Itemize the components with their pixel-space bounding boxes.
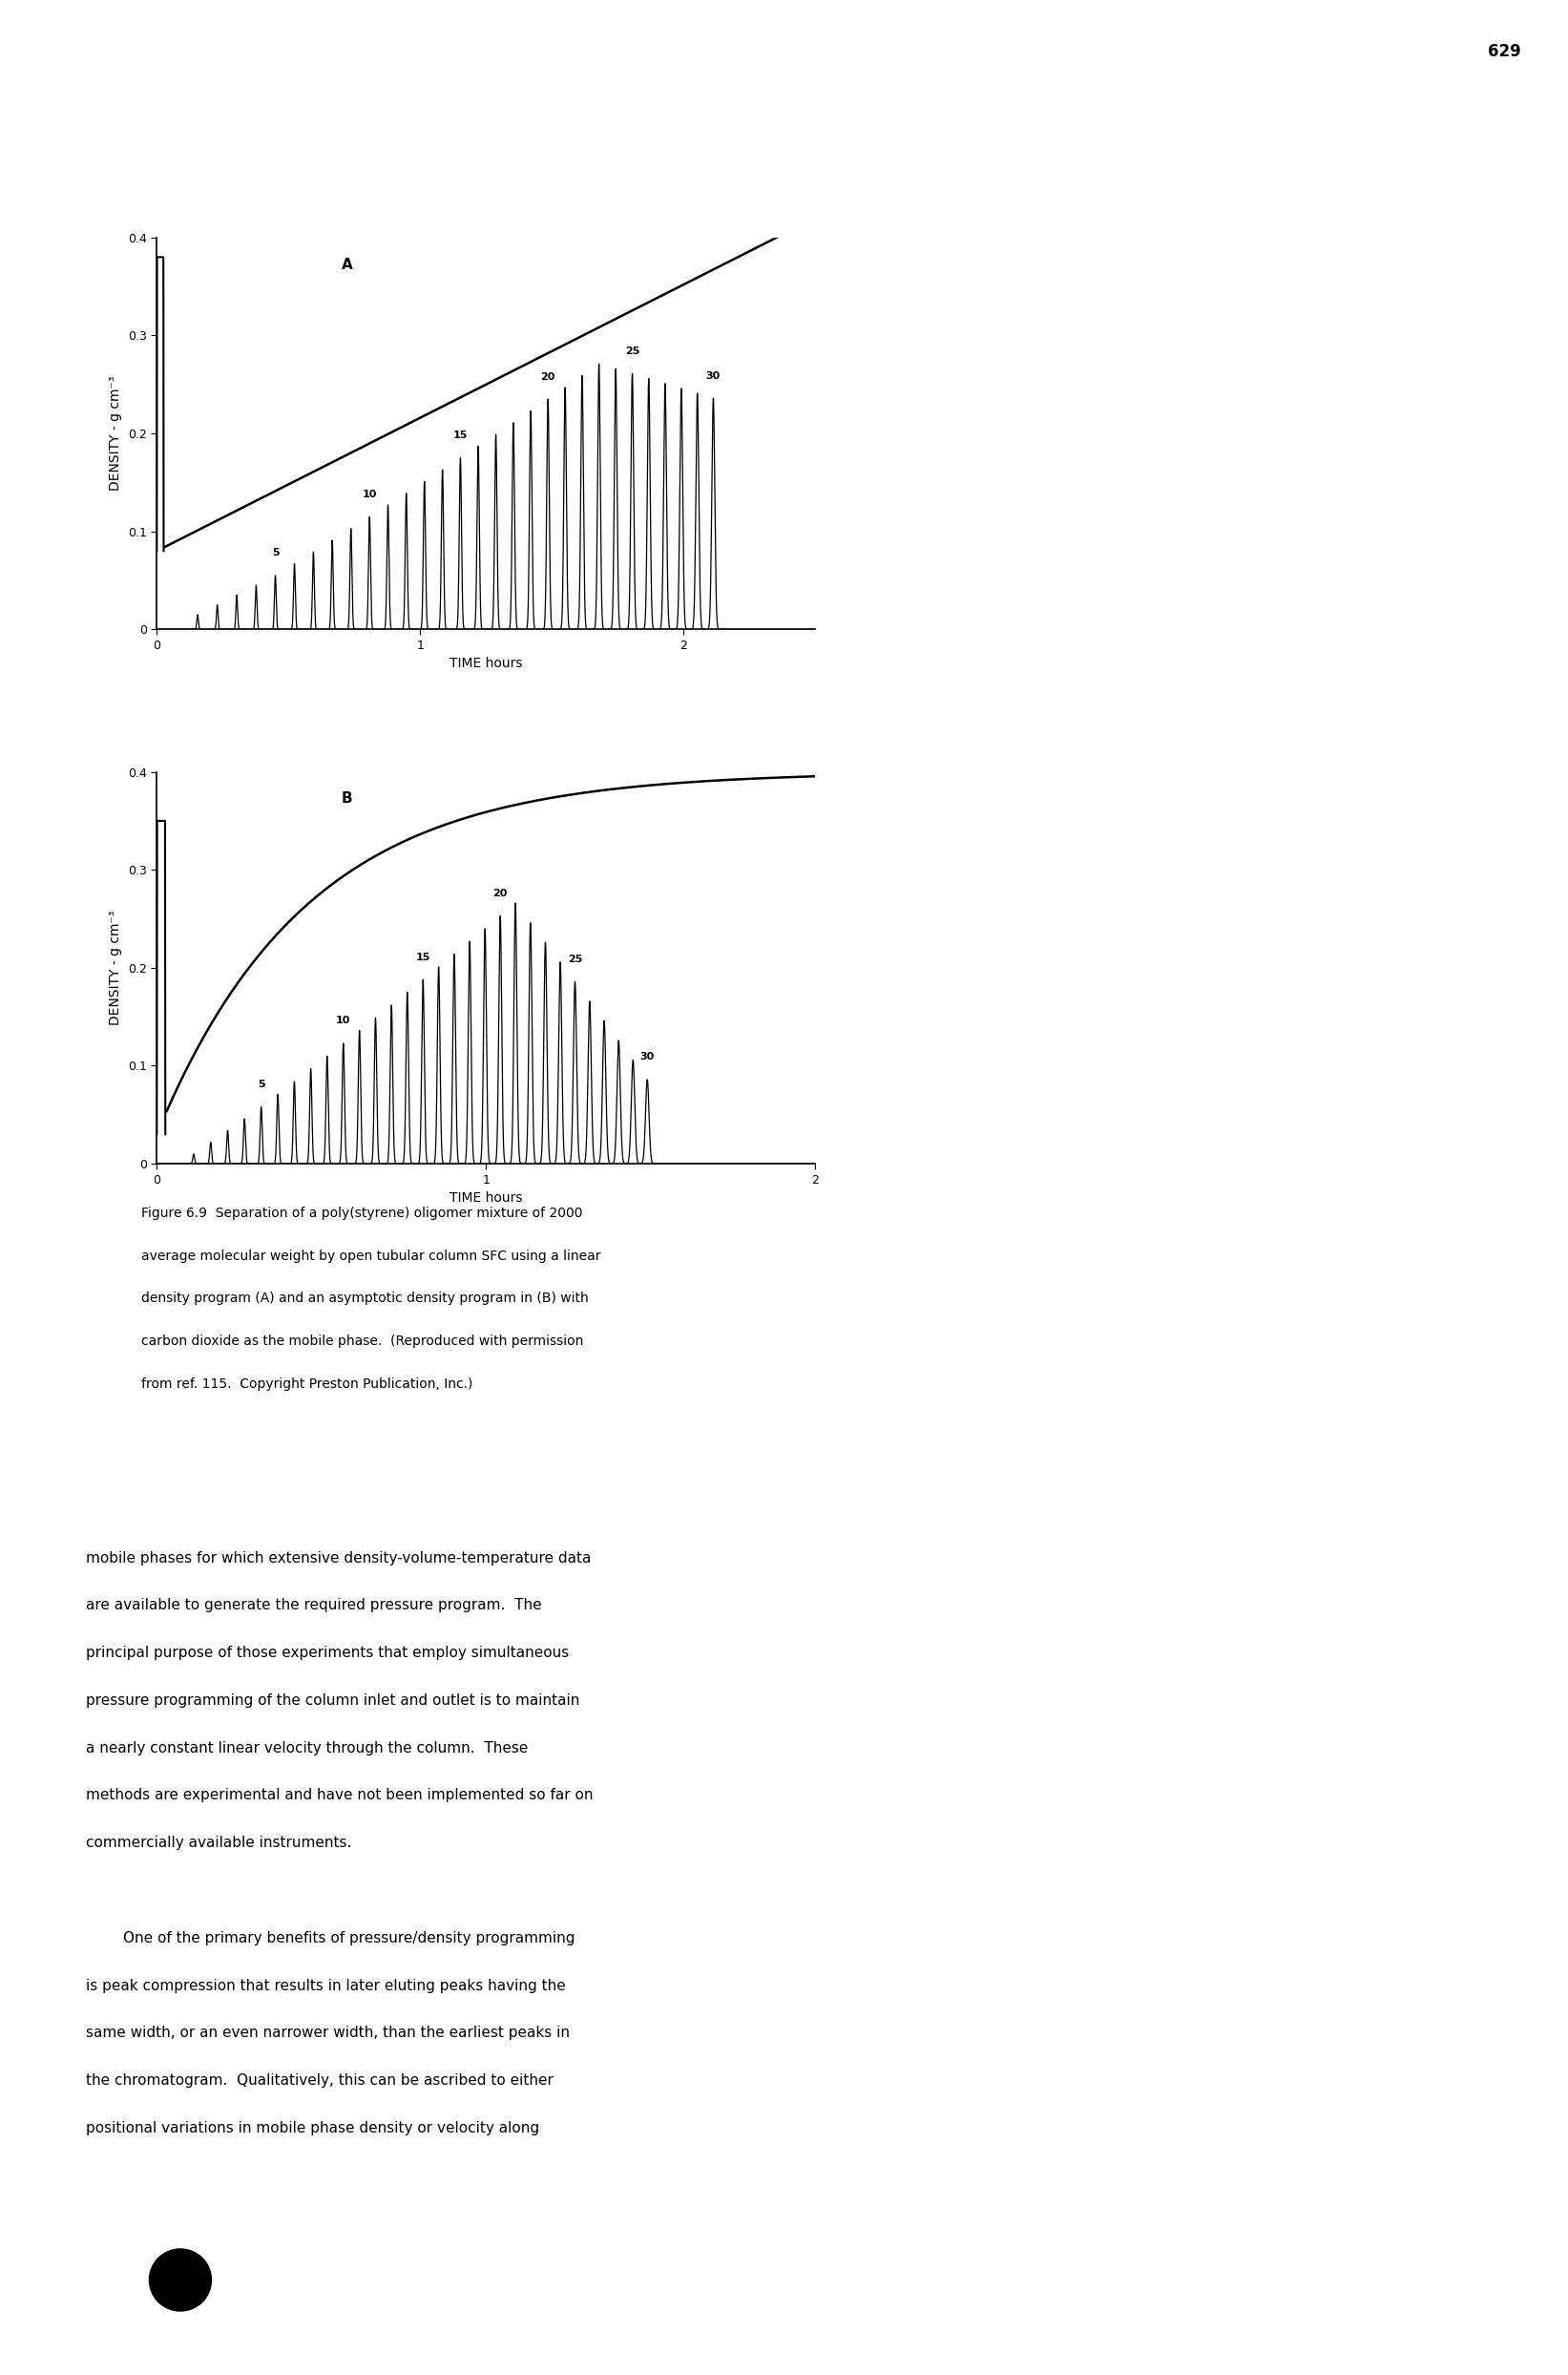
Text: same width, or an even narrower width, than the earliest peaks in: same width, or an even narrower width, t… — [86, 2026, 571, 2040]
Text: a nearly constant linear velocity through the column.  These: a nearly constant linear velocity throug… — [86, 1741, 528, 1755]
Text: 10: 10 — [336, 1017, 351, 1026]
Text: carbon dioxide as the mobile phase.  (Reproduced with permission: carbon dioxide as the mobile phase. (Rep… — [141, 1335, 583, 1349]
Y-axis label: DENSITY - g cm⁻³: DENSITY - g cm⁻³ — [110, 910, 122, 1026]
Text: density program (A) and an asymptotic density program in (B) with: density program (A) and an asymptotic de… — [141, 1292, 588, 1306]
Text: 30: 30 — [706, 370, 721, 380]
Text: One of the primary benefits of pressure/density programming: One of the primary benefits of pressure/… — [86, 1931, 575, 1945]
Text: 15: 15 — [416, 952, 430, 962]
Text: A: A — [342, 256, 353, 271]
Text: are available to generate the required pressure program.  The: are available to generate the required p… — [86, 1598, 543, 1613]
Text: 5: 5 — [257, 1081, 265, 1090]
Text: 629: 629 — [1488, 43, 1521, 59]
Text: average molecular weight by open tubular column SFC using a linear: average molecular weight by open tubular… — [141, 1249, 601, 1264]
Text: B: B — [342, 791, 353, 805]
Text: 10: 10 — [362, 489, 376, 499]
Text: 15: 15 — [453, 430, 467, 439]
Circle shape — [149, 2249, 212, 2311]
Text: 20: 20 — [492, 888, 508, 898]
Text: principal purpose of those experiments that employ simultaneous: principal purpose of those experiments t… — [86, 1646, 569, 1660]
Text: mobile phases for which extensive density-volume-temperature data: mobile phases for which extensive densit… — [86, 1551, 591, 1565]
Text: 30: 30 — [640, 1052, 654, 1062]
Text: pressure programming of the column inlet and outlet is to maintain: pressure programming of the column inlet… — [86, 1693, 580, 1708]
Text: Figure 6.9  Separation of a poly(styrene) oligomer mixture of 2000: Figure 6.9 Separation of a poly(styrene)… — [141, 1206, 582, 1221]
Text: 25: 25 — [568, 955, 582, 964]
X-axis label: TIME hours: TIME hours — [450, 658, 522, 670]
Text: is peak compression that results in later eluting peaks having the: is peak compression that results in late… — [86, 1978, 566, 1993]
Text: 25: 25 — [626, 347, 640, 356]
Text: 20: 20 — [541, 373, 555, 382]
Text: positional variations in mobile phase density or velocity along: positional variations in mobile phase de… — [86, 2121, 539, 2135]
Text: methods are experimental and have not been implemented so far on: methods are experimental and have not be… — [86, 1788, 593, 1803]
Y-axis label: DENSITY - g cm⁻³: DENSITY - g cm⁻³ — [110, 375, 122, 492]
Text: the chromatogram.  Qualitatively, this can be ascribed to either: the chromatogram. Qualitatively, this ca… — [86, 2073, 554, 2088]
Text: commercially available instruments.: commercially available instruments. — [86, 1836, 351, 1850]
X-axis label: TIME hours: TIME hours — [450, 1192, 522, 1204]
Text: from ref. 115.  Copyright Preston Publication, Inc.): from ref. 115. Copyright Preston Publica… — [141, 1378, 472, 1392]
Text: 5: 5 — [271, 549, 279, 558]
